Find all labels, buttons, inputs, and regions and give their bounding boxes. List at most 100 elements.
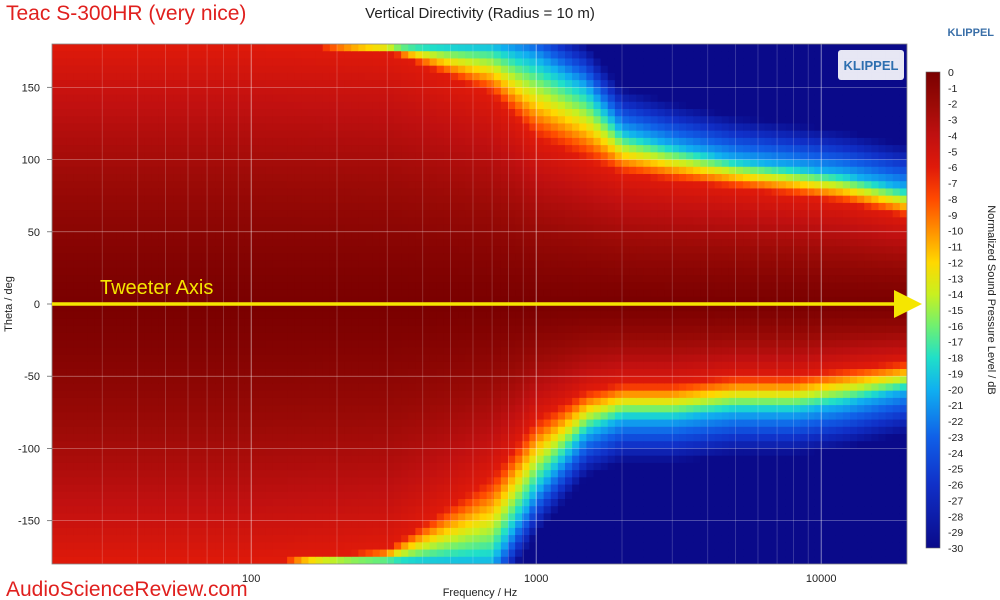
heatmap-cell [215, 361, 224, 370]
heatmap-cell [322, 513, 331, 522]
heatmap-cell [52, 549, 60, 558]
heatmap-cell [244, 347, 253, 356]
heatmap-cell [151, 145, 160, 153]
heatmap-cell [322, 188, 331, 197]
heatmap-cell [59, 159, 67, 168]
heatmap-cell [337, 549, 345, 558]
heatmap-cell [394, 239, 402, 247]
heatmap-cell [173, 412, 181, 421]
heatmap-cell [436, 174, 445, 182]
heatmap-cell [130, 210, 139, 218]
heatmap-cell [109, 441, 117, 450]
heatmap-cell [265, 491, 274, 500]
heatmap-cell [479, 304, 488, 312]
heatmap-cell [372, 94, 381, 103]
heatmap-cell [401, 462, 409, 471]
heatmap-cell [443, 123, 452, 132]
heatmap-cell [422, 304, 431, 312]
heatmap-cell [287, 556, 295, 564]
heatmap-cell [137, 94, 146, 103]
heatmap-cell [372, 549, 381, 558]
heatmap-cell [144, 87, 153, 96]
heatmap-cell [73, 354, 82, 363]
heatmap-cell [315, 224, 324, 233]
heatmap-cell [500, 65, 509, 74]
heatmap-cell [443, 217, 452, 226]
heatmap-cell [329, 470, 338, 478]
heatmap-cell [223, 434, 231, 442]
heatmap-cell [258, 426, 267, 435]
heatmap-cell [308, 405, 317, 413]
heatmap-cell [486, 181, 495, 190]
heatmap-cell [180, 535, 188, 543]
heatmap-cell [194, 267, 203, 276]
heatmap-cell [436, 412, 445, 421]
heatmap-cell [315, 195, 324, 204]
heatmap-cell [237, 44, 245, 52]
heatmap-cell [401, 311, 409, 320]
heatmap-cell [443, 332, 452, 341]
heatmap-cell [372, 441, 381, 450]
heatmap-cell [280, 195, 288, 204]
heatmap-cell [465, 369, 473, 377]
heatmap-cell [287, 123, 295, 132]
heatmap-cell [280, 412, 288, 421]
heatmap-cell [173, 383, 181, 392]
heatmap-cell [194, 506, 203, 515]
heatmap-cell [529, 51, 538, 60]
heatmap-cell [386, 202, 395, 211]
heatmap-cell [493, 369, 502, 377]
heatmap-cell [144, 224, 153, 233]
heatmap-cell [251, 556, 260, 564]
heatmap-cell [394, 376, 402, 385]
heatmap-cell [422, 361, 431, 370]
heatmap-cell [458, 332, 466, 341]
heatmap-cell [180, 441, 188, 450]
heatmap-cell [436, 542, 445, 551]
heatmap-cell [401, 65, 409, 74]
heatmap-cell [522, 376, 530, 385]
heatmap-cell [101, 260, 110, 269]
heatmap-cell [223, 361, 231, 370]
heatmap-cell [543, 202, 552, 211]
heatmap-cell [465, 441, 473, 450]
heatmap-cell [479, 535, 488, 543]
heatmap-cell [408, 434, 416, 442]
heatmap-cell [344, 499, 352, 507]
heatmap-cell [258, 195, 267, 204]
heatmap-cell [123, 304, 131, 312]
heatmap-cell [87, 224, 96, 233]
heatmap-cell [80, 332, 89, 341]
heatmap-cell [301, 80, 310, 88]
heatmap-cell [272, 123, 281, 132]
heatmap-cell [408, 513, 416, 522]
heatmap-cell [329, 116, 338, 125]
heatmap-cell [194, 239, 203, 247]
heatmap-cell [194, 260, 203, 269]
heatmap-cell [301, 188, 310, 197]
heatmap-cell [244, 267, 253, 276]
heatmap-cell [109, 412, 117, 421]
heatmap-cell [500, 311, 509, 320]
heatmap-cell [66, 224, 74, 233]
heatmap-cell [87, 332, 96, 341]
heatmap-cell [508, 426, 516, 435]
heatmap-cell [180, 65, 188, 74]
heatmap-cell [101, 145, 110, 153]
heatmap-cell [536, 556, 545, 564]
heatmap-cell [486, 80, 495, 88]
heatmap-cell [272, 419, 281, 428]
heatmap-cell [500, 239, 509, 247]
heatmap-cell [166, 542, 174, 551]
heatmap-cell [144, 397, 153, 406]
heatmap-cell [486, 434, 495, 442]
heatmap-cell [208, 318, 217, 327]
heatmap-cell [94, 130, 103, 139]
heatmap-cell [529, 470, 538, 478]
heatmap-cell [458, 506, 466, 515]
heatmap-cell [529, 239, 538, 247]
heatmap-cell [66, 419, 74, 428]
heatmap-cell [522, 332, 530, 341]
heatmap-cell [66, 87, 74, 96]
heatmap-cell [515, 441, 523, 450]
